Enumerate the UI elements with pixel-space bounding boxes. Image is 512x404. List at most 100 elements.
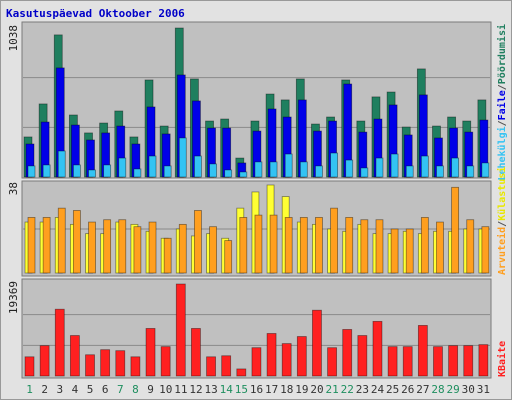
legend: Lehekülgi/Faile/Pöördumisi xyxy=(496,24,508,181)
bar xyxy=(466,165,475,178)
bar xyxy=(375,219,384,274)
bar xyxy=(133,168,142,178)
bar xyxy=(390,228,399,274)
bar xyxy=(269,161,278,178)
bar xyxy=(405,228,414,274)
bar xyxy=(402,346,413,377)
bar xyxy=(88,169,96,178)
bar xyxy=(466,219,475,274)
bar xyxy=(284,153,293,178)
bar xyxy=(148,155,157,178)
x-tick-label: 11 xyxy=(174,383,187,396)
bar xyxy=(239,217,248,274)
y-tick-label: 19369 xyxy=(7,281,20,314)
bar xyxy=(357,335,368,377)
bar xyxy=(130,356,141,377)
y-tick-label: 38 xyxy=(7,182,20,195)
bar xyxy=(133,226,142,274)
x-tick-label: 3 xyxy=(57,383,64,396)
x-tick-label: 29 xyxy=(447,383,460,396)
bar xyxy=(178,137,187,178)
bar xyxy=(281,343,292,377)
bar xyxy=(451,186,460,274)
bar xyxy=(148,221,157,274)
bar xyxy=(299,217,308,274)
bar xyxy=(463,345,474,377)
bar xyxy=(284,217,293,274)
bar xyxy=(42,164,51,178)
x-tick-label: 17 xyxy=(265,383,278,396)
bar xyxy=(115,350,126,377)
chart-title: Kasutuspäevad Oktoober 2006 xyxy=(6,7,185,20)
bar xyxy=(118,219,127,274)
bar xyxy=(312,309,322,377)
x-tick-label: 5 xyxy=(87,383,94,396)
x-tick-label: 14 xyxy=(220,383,234,396)
bar xyxy=(266,333,277,377)
bar xyxy=(72,210,81,274)
legend-entry: Pöördumisi xyxy=(496,24,508,84)
x-tick-label: 8 xyxy=(132,383,139,396)
bar xyxy=(390,153,399,178)
bar xyxy=(85,354,95,377)
bar xyxy=(163,165,172,178)
bar xyxy=(178,223,187,274)
bar xyxy=(175,283,186,377)
legend-entry: Faile xyxy=(496,90,508,120)
bar xyxy=(251,347,262,377)
x-tick-label: 27 xyxy=(416,383,429,396)
legend: KBaite xyxy=(496,341,508,377)
bar xyxy=(436,221,444,274)
bar xyxy=(27,217,36,274)
bar xyxy=(209,163,217,178)
bar xyxy=(224,240,233,274)
bar xyxy=(387,346,398,377)
bar xyxy=(24,356,35,377)
bar xyxy=(330,152,338,178)
bar xyxy=(118,157,127,178)
bar xyxy=(254,161,263,178)
bar xyxy=(360,219,369,274)
bar xyxy=(103,219,112,274)
legend-separator: / xyxy=(497,120,508,126)
x-tick-label: 21 xyxy=(326,383,339,396)
bar xyxy=(269,214,278,274)
x-tick-label: 23 xyxy=(356,383,369,396)
bar xyxy=(27,165,36,178)
bar xyxy=(57,207,66,274)
x-tick-label: 30 xyxy=(462,383,475,396)
x-tick-label: 9 xyxy=(147,383,154,396)
legend-entry: Arvuteid xyxy=(496,227,508,275)
bar xyxy=(224,169,233,178)
legend-entry: Külastusi xyxy=(496,167,508,221)
x-tick-label: 18 xyxy=(280,383,293,396)
bar xyxy=(375,157,384,178)
bar xyxy=(57,150,66,178)
bar xyxy=(342,329,353,377)
bar xyxy=(451,157,460,178)
bar xyxy=(236,368,247,377)
x-tick-label: 24 xyxy=(371,383,385,396)
bar xyxy=(103,164,112,178)
x-tick-label: 20 xyxy=(310,383,323,396)
x-tick-label: 6 xyxy=(102,383,109,396)
bar xyxy=(209,226,217,274)
legend-separator: / xyxy=(497,221,508,227)
bar xyxy=(315,217,323,274)
legend-entry: KBaite xyxy=(496,341,508,377)
x-tick-label: 16 xyxy=(250,383,263,396)
bar xyxy=(254,214,263,274)
bar xyxy=(54,308,65,377)
bar xyxy=(206,356,216,377)
bar xyxy=(39,345,50,377)
x-tick-label: 12 xyxy=(189,383,202,396)
bar xyxy=(69,335,80,377)
bar xyxy=(327,347,337,377)
bar xyxy=(345,217,354,274)
bar xyxy=(88,221,96,274)
bar xyxy=(160,346,171,377)
bar xyxy=(417,325,428,377)
x-tick-label: 2 xyxy=(41,383,48,396)
bar xyxy=(405,165,414,178)
